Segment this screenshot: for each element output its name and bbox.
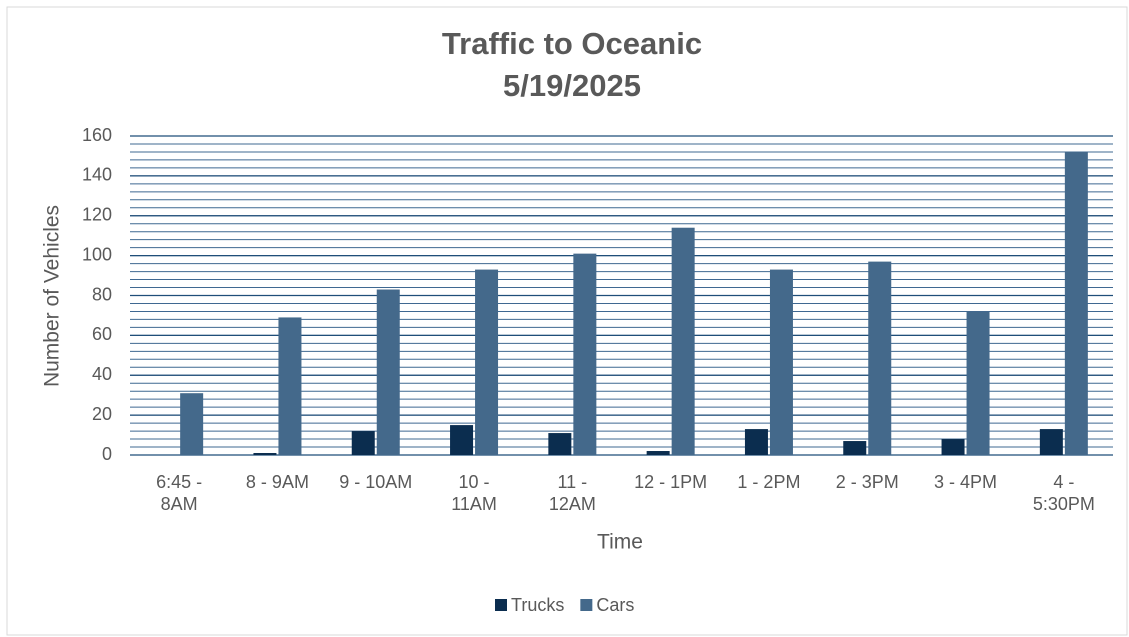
bar xyxy=(941,439,965,455)
bar xyxy=(450,425,474,455)
x-tick-label: 4 - 5:30PM xyxy=(1032,472,1095,514)
x-tick-label: 9 - 10AM xyxy=(339,472,413,492)
y-tick-label: 120 xyxy=(82,205,112,225)
bar xyxy=(351,431,375,455)
bar xyxy=(843,441,867,455)
x-tick-label: 11 - 12AM xyxy=(548,472,596,514)
bar xyxy=(278,317,302,455)
y-tick-label: 40 xyxy=(92,364,112,384)
x-tick-label: 1 - 2PM xyxy=(737,472,801,492)
y-tick-label: 20 xyxy=(92,404,112,424)
bar xyxy=(1064,151,1088,455)
legend-label: Cars xyxy=(596,595,634,615)
y-tick-label: 60 xyxy=(92,324,112,344)
bar xyxy=(966,311,990,455)
bar xyxy=(769,269,793,455)
x-tick-label: 6:45 - 8AM xyxy=(156,472,203,514)
legend-swatch xyxy=(495,599,507,611)
x-axis-label: Time xyxy=(597,531,643,554)
chart-subtitle: 5/19/2025 xyxy=(503,68,641,103)
bar xyxy=(548,433,572,455)
legend-swatch xyxy=(580,599,593,611)
bar xyxy=(671,227,695,455)
y-tick-label: 160 xyxy=(82,125,112,145)
legend-label: Trucks xyxy=(511,595,564,615)
x-tick-label: 3 - 4PM xyxy=(934,472,998,492)
y-tick-label: 0 xyxy=(102,444,112,464)
x-tick-label: 10 - 11AM xyxy=(451,472,497,514)
x-tick-label: 8 - 9AM xyxy=(245,472,309,492)
y-tick-label: 100 xyxy=(82,244,112,264)
bar xyxy=(868,261,892,455)
bar xyxy=(1039,429,1063,455)
x-tick-label: 2 - 3PM xyxy=(835,472,899,492)
y-axis-label: Number of Vehicles xyxy=(41,205,64,387)
chart-title: Traffic to Oceanic xyxy=(442,26,702,61)
bar xyxy=(180,393,204,455)
bar xyxy=(744,429,768,455)
x-tick-label: 12 - 1PM xyxy=(634,472,708,492)
chart-frame xyxy=(6,6,1128,636)
bar xyxy=(646,451,670,455)
y-tick-label: 140 xyxy=(82,165,112,185)
bar xyxy=(253,453,277,455)
y-tick-label: 80 xyxy=(92,284,112,304)
bar xyxy=(376,289,400,455)
bar xyxy=(573,253,597,455)
bar xyxy=(475,269,499,455)
